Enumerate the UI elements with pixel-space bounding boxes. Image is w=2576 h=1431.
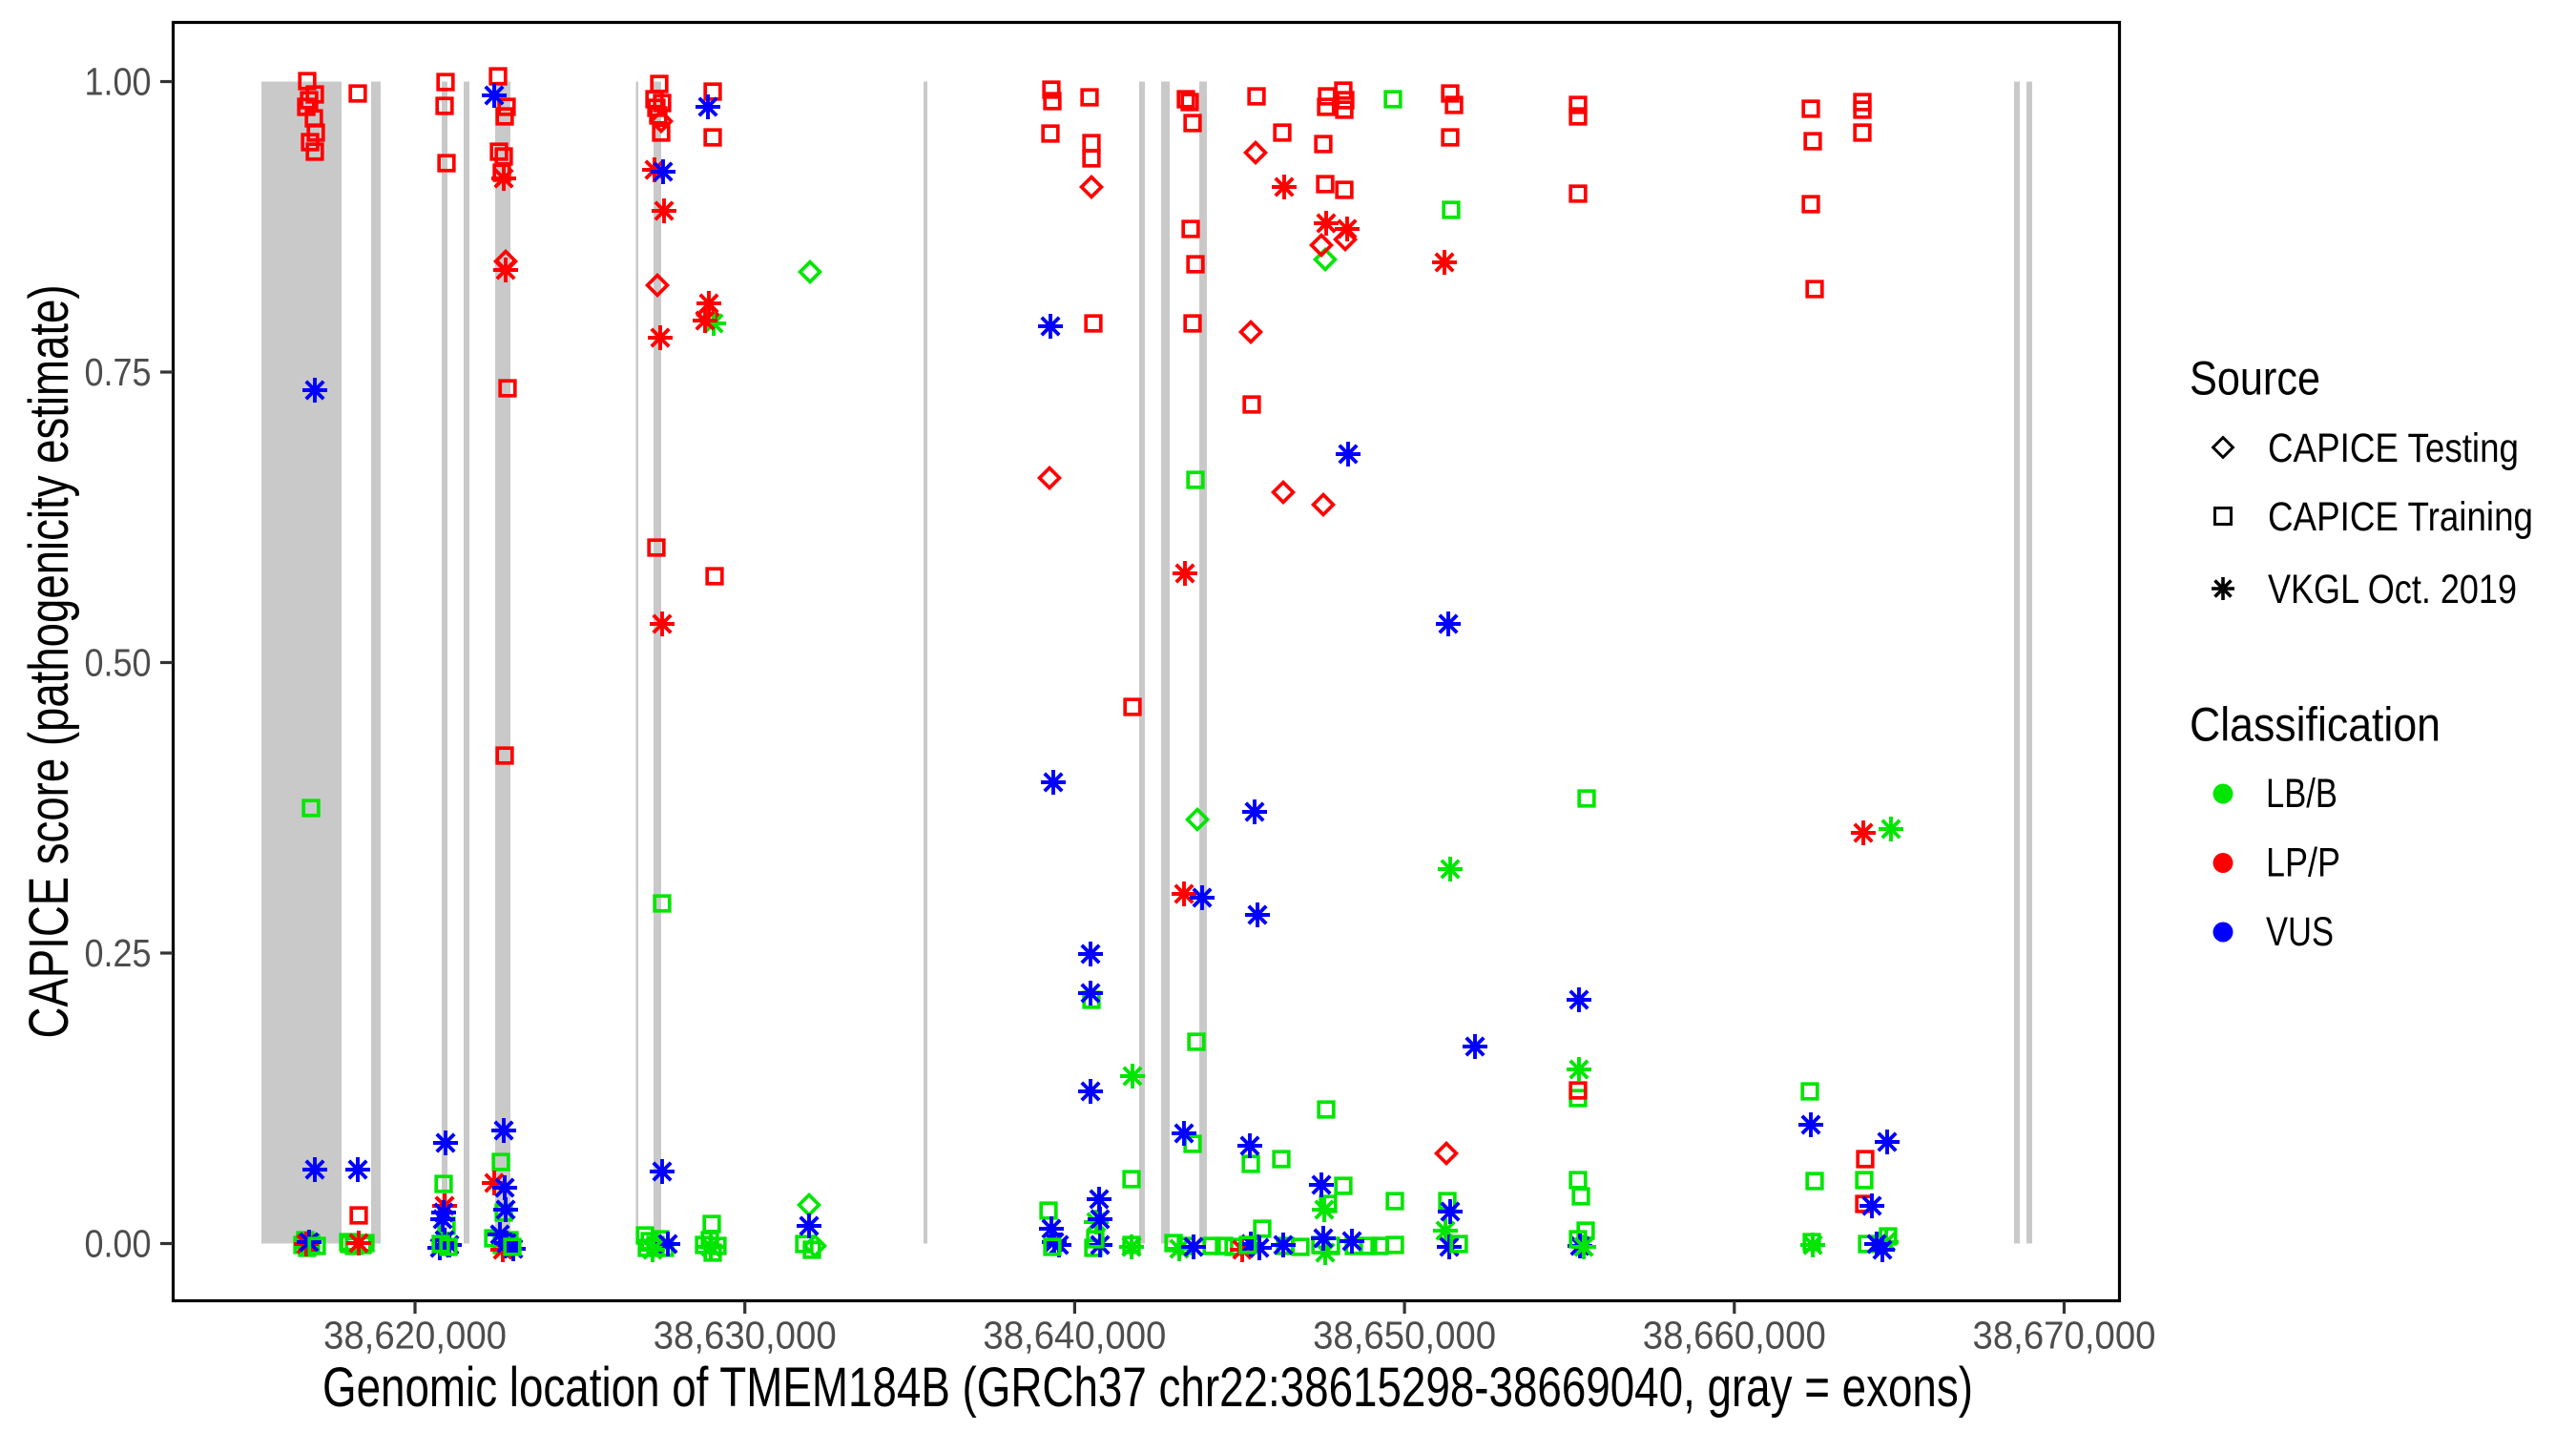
svg-text:38,660,000: 38,660,000 [1643,1314,1826,1358]
svg-text:LP/P: LP/P [2266,840,2340,886]
svg-text:CAPICE Training: CAPICE Training [2268,494,2533,540]
svg-text:0.25: 0.25 [85,931,152,975]
svg-text:0.50: 0.50 [85,641,152,685]
svg-text:38,640,000: 38,640,000 [983,1314,1166,1358]
svg-text:0.00: 0.00 [85,1222,152,1266]
svg-text:LB/B: LB/B [2266,771,2337,817]
svg-text:0.75: 0.75 [85,350,152,394]
svg-text:VKGL Oct. 2019: VKGL Oct. 2019 [2268,567,2517,612]
svg-text:VUS: VUS [2266,909,2334,955]
svg-text:1.00: 1.00 [85,60,152,104]
svg-text:CAPICE Testing: CAPICE Testing [2268,425,2519,471]
svg-text:38,630,000: 38,630,000 [654,1314,837,1358]
svg-text:38,670,000: 38,670,000 [1973,1314,2156,1358]
svg-text:Source: Source [2190,352,2320,405]
svg-text:CAPICE score (pathogenicity es: CAPICE score (pathogenicity estimate) [18,285,80,1039]
svg-text:38,620,000: 38,620,000 [323,1314,507,1358]
svg-text:38,650,000: 38,650,000 [1313,1314,1496,1358]
svg-text:Genomic location of TMEM184B (: Genomic location of TMEM184B (GRCh37 chr… [322,1357,1973,1419]
svg-text:Classification: Classification [2190,698,2441,752]
